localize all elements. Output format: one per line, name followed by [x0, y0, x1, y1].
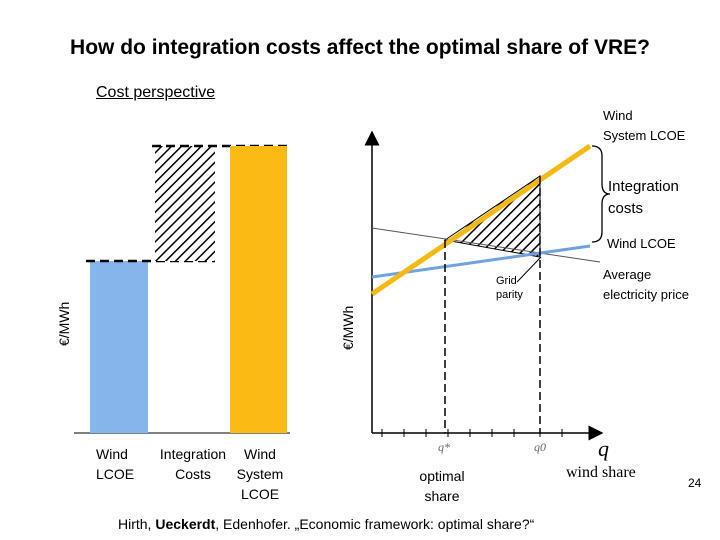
integration-costs-brace [591, 145, 611, 243]
x-axis-ticks [381, 429, 563, 437]
label-wind-lcoe: Wind LCOE [96, 446, 135, 482]
page-number: 24 [688, 476, 702, 490]
label-average-price: Average electricity price [603, 267, 689, 302]
x-axis-label: wind share [566, 464, 636, 481]
label-wind-system-lcoe: Wind System LCOE [236, 446, 284, 502]
average-price-line [371, 227, 601, 263]
bar-wind-lcoe [90, 261, 148, 433]
page-title: How do integration costs affect the opti… [70, 36, 650, 59]
label-wind-system-lcoe-right: Wind System LCOE [603, 108, 686, 143]
label-optimal-share: optimal share [419, 468, 465, 504]
x-axis-symbol: q [598, 436, 609, 461]
tick-label-q0: q0 [534, 440, 546, 454]
grid-parity-pointer [516, 256, 542, 283]
tick-label-q-star: q* [438, 440, 450, 454]
label-integration-costs: Integration Costs [159, 446, 227, 482]
label-grid-parity: Grid parity [496, 275, 523, 301]
right-y-axis-label: €/MWh [340, 305, 356, 350]
label-wind-lcoe-right: Wind LCOE [607, 236, 676, 251]
label-integration-costs-right: Integration costs [608, 178, 679, 217]
wind-system-lcoe-line [370, 143, 592, 297]
section-subtitle: Cost perspective [96, 84, 216, 101]
bar-wind-system-lcoe [230, 146, 287, 433]
bar-integration-costs [155, 146, 215, 261]
citation: Hirth, Ueckerdt, Edenhofer. „Economic fr… [118, 516, 535, 532]
left-y-axis-label: €/MWh [56, 301, 72, 346]
